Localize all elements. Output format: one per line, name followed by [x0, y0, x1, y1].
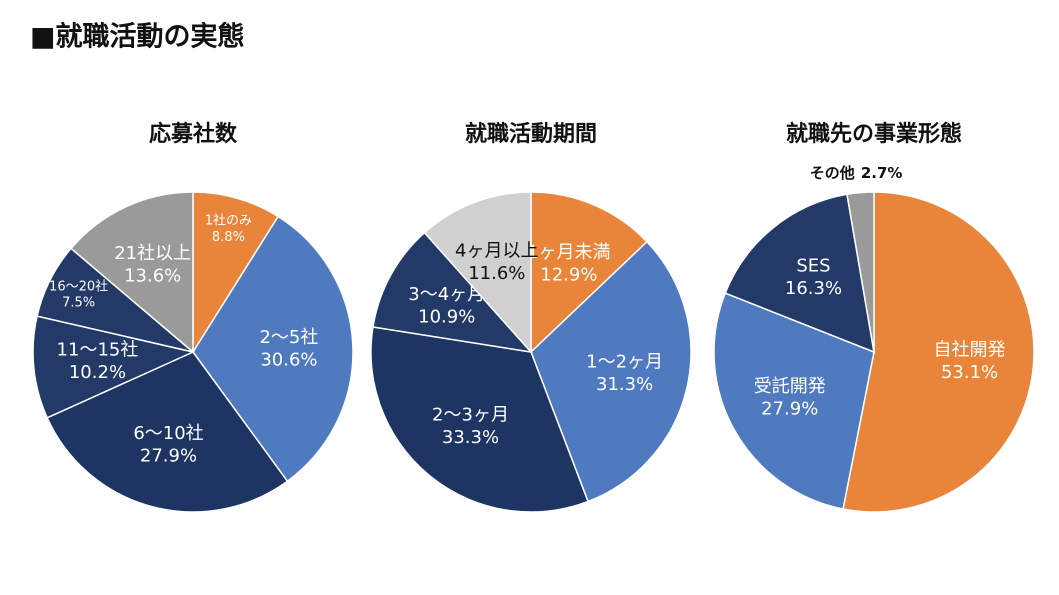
value-label: 11.6%	[468, 263, 525, 284]
slice-label: 3〜4ヶ月	[408, 284, 485, 305]
slice-label: SES	[796, 256, 830, 277]
value-label: 27.9%	[140, 446, 197, 467]
pie-slice	[69, 191, 194, 354]
pie-slice	[32, 315, 196, 419]
value-label: 12.9%	[540, 264, 597, 285]
chart-title: 応募社数	[149, 121, 238, 147]
pie-slice	[846, 191, 875, 353]
pie-slice	[372, 231, 533, 354]
slice-label: 2〜3ヶ月	[432, 405, 509, 426]
value-label: 13.6%	[124, 266, 181, 287]
slice-label: 自社開発	[934, 340, 1006, 361]
slice-label: 21社以上	[114, 243, 191, 264]
value-label: 16.3%	[785, 278, 842, 299]
value-label: 10.9%	[418, 307, 475, 328]
value-label: 10.2%	[69, 362, 126, 383]
slice-label: 1ヶ月未満	[527, 242, 610, 263]
pie-slice	[724, 193, 875, 354]
slice-label: 16〜20社	[49, 278, 108, 294]
value-label: 2.7%	[861, 164, 903, 182]
pie-slice	[423, 191, 532, 354]
slice-label: 受託開発	[754, 376, 826, 397]
slice-label: 6〜10社	[133, 423, 203, 444]
value-label: 27.9%	[761, 399, 818, 420]
value-label: 7.5%	[62, 296, 95, 311]
value-label: 33.3%	[442, 427, 499, 448]
slice-label: 1〜2ヶ月	[586, 351, 663, 372]
pie-slice	[370, 326, 589, 513]
slice-label: 1社のみ	[205, 213, 252, 229]
pie-slice	[713, 292, 875, 510]
pie-slice	[530, 240, 692, 503]
chart-title: 就職活動期間	[465, 121, 597, 147]
value-label: 31.3%	[596, 374, 653, 395]
value-label: 53.1%	[941, 362, 998, 383]
slice-label: その他	[810, 164, 855, 182]
pie-slice	[842, 191, 1035, 513]
slice-label: 4ヶ月以上	[455, 241, 538, 262]
pie-slice	[530, 191, 649, 354]
page-title: ■就職活動の実態	[30, 21, 245, 53]
value-label: 8.8%	[212, 230, 245, 245]
value-label: 30.6%	[260, 349, 317, 370]
slice-label: 2〜5社	[259, 327, 318, 348]
slice-label: 11〜15社	[57, 340, 139, 361]
pie-slice	[192, 215, 354, 483]
pie-slice	[46, 351, 289, 513]
chart-title: 就職先の事業形態	[786, 121, 962, 147]
pie-slice	[192, 191, 280, 355]
